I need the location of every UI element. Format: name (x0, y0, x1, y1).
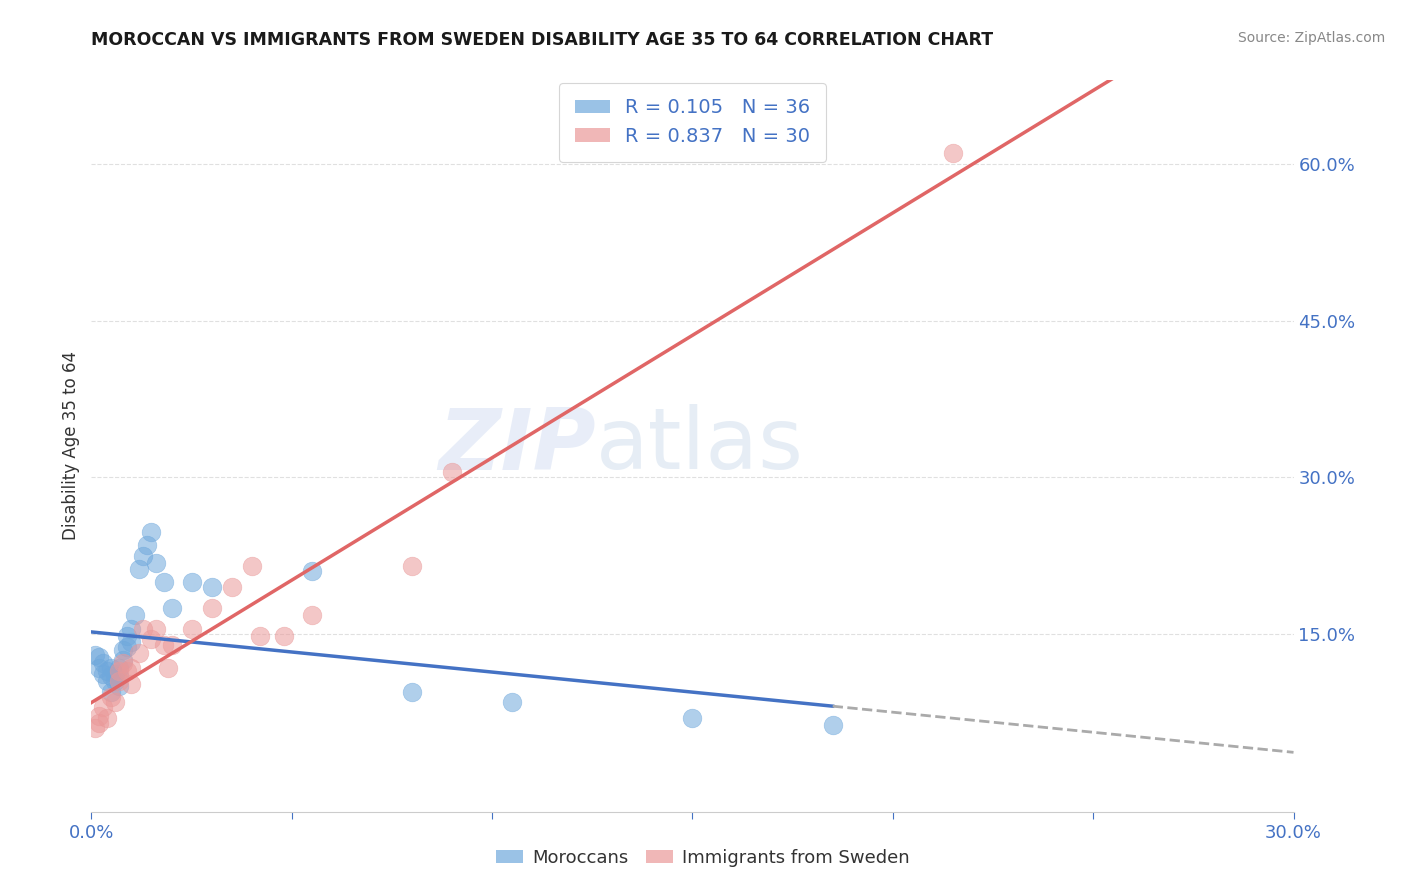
Point (89, 708, 111, 723)
Point (89, 650, 111, 665)
Point (112, 657, 135, 671)
Point (942, 146, 965, 161)
Point (84, 721, 107, 735)
Point (117, 640, 139, 654)
Text: Source: ZipAtlas.com: Source: ZipAtlas.com (1237, 31, 1385, 45)
Point (301, 608, 323, 623)
Point (141, 524, 163, 539)
Point (201, 601, 224, 615)
Point (273, 629, 295, 643)
Point (145, 556, 167, 570)
Point (156, 660, 179, 674)
Point (121, 622, 143, 636)
Point (93, 700, 115, 714)
Text: MOROCCAN VS IMMIGRANTS FROM SWEDEN DISABILITY AGE 35 TO 64 CORRELATION CHART: MOROCCAN VS IMMIGRANTS FROM SWEDEN DISAB… (91, 31, 994, 49)
Point (136, 538, 159, 552)
Y-axis label: Disability Age 35 to 64: Disability Age 35 to 64 (62, 351, 80, 541)
Point (180, 622, 202, 636)
Point (681, 711, 703, 725)
Point (112, 653, 135, 667)
Point (100, 660, 122, 674)
Point (121, 660, 143, 674)
Point (301, 565, 323, 579)
Point (96, 711, 118, 725)
Point (117, 629, 139, 643)
Point (128, 646, 150, 660)
Point (96, 664, 118, 678)
Point (401, 559, 423, 574)
Point (100, 684, 122, 698)
Point (108, 660, 131, 674)
Point (160, 601, 183, 615)
Point (93, 657, 115, 671)
Text: ZIP: ZIP (439, 404, 596, 488)
Point (108, 679, 131, 693)
Point (100, 669, 122, 683)
Point (145, 622, 167, 636)
Point (104, 674, 127, 689)
Point (121, 677, 143, 691)
Point (152, 574, 174, 589)
Point (84, 648, 107, 662)
Point (160, 638, 183, 652)
Point (108, 669, 131, 683)
Point (141, 632, 163, 647)
Point (89, 660, 111, 674)
Point (104, 666, 127, 681)
Point (152, 638, 174, 652)
Point (93, 666, 115, 681)
Point (401, 684, 423, 698)
Point (132, 549, 155, 563)
Point (104, 695, 127, 709)
Point (128, 562, 150, 576)
Legend: Moroccans, Immigrants from Sweden: Moroccans, Immigrants from Sweden (489, 842, 917, 874)
Point (180, 574, 202, 589)
Point (89, 715, 111, 730)
Point (440, 465, 463, 479)
Point (100, 690, 122, 704)
Point (501, 695, 523, 709)
Text: atlas: atlas (596, 404, 804, 488)
Point (132, 622, 155, 636)
Legend: R = 0.105   N = 36, R = 0.837   N = 30: R = 0.105 N = 36, R = 0.837 N = 30 (560, 83, 825, 161)
Point (96, 674, 118, 689)
Point (108, 664, 131, 678)
Point (201, 580, 224, 594)
Point (240, 559, 263, 574)
Point (821, 718, 844, 732)
Point (121, 635, 143, 649)
Point (108, 674, 131, 689)
Point (112, 642, 135, 657)
Point (221, 580, 243, 594)
Point (117, 664, 139, 678)
Point (249, 629, 271, 643)
Point (124, 608, 146, 623)
